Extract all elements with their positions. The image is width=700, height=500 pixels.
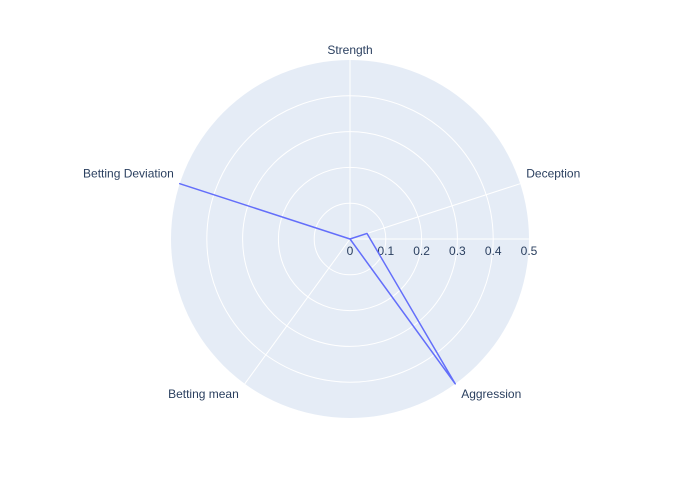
radial-tick-label: 0.4 bbox=[485, 244, 502, 258]
axis-label-betting-mean: Betting mean bbox=[168, 387, 239, 401]
spoke-1 bbox=[349, 183, 521, 240]
angular-axis-labels: Strength Deception Aggression Betting mean B… bbox=[83, 43, 580, 401]
radial-tick-label: 0.2 bbox=[413, 244, 430, 258]
series-layer bbox=[179, 182, 456, 385]
axis-label-deception: Deception bbox=[526, 167, 580, 181]
spoke-3 bbox=[244, 238, 351, 385]
axis-label-aggression: Aggression bbox=[461, 387, 521, 401]
radial-tick-labels: 0 0.1 0.2 0.3 0.4 0.5 bbox=[347, 244, 538, 258]
series-line-0 bbox=[179, 182, 456, 385]
axis-label-strength: Strength bbox=[327, 43, 372, 57]
radial-tick-label: 0.3 bbox=[449, 244, 466, 258]
radial-tick-label: 0 bbox=[347, 244, 354, 258]
radial-tick-label: 0.5 bbox=[521, 244, 538, 258]
axis-label-betting-deviation: Betting Deviation bbox=[83, 167, 174, 181]
radial-tick-label: 0.1 bbox=[377, 244, 394, 258]
